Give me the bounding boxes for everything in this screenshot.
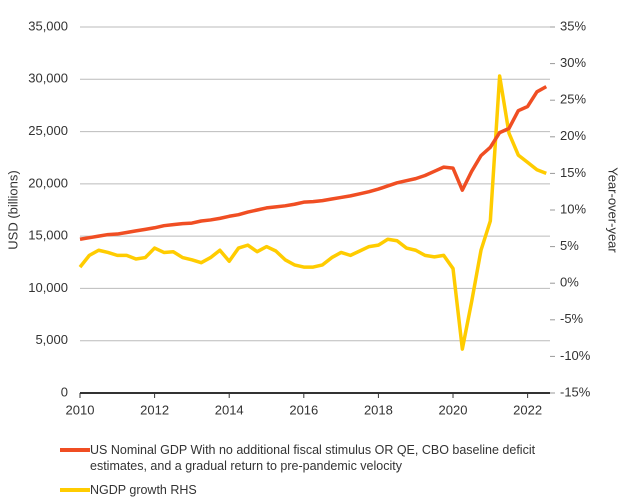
y-axis-label: USD (billions) (5, 170, 20, 249)
y2-axis-label: Year-over-year (606, 167, 621, 253)
y2-tick-label: 10% (560, 201, 586, 216)
x-tick-label: 2010 (66, 402, 95, 417)
data-line (79, 85, 548, 242)
x-tick-label: 2016 (289, 402, 318, 417)
legend-item: US Nominal GDP With no additional fiscal… (60, 442, 580, 474)
y-tick-label: 0 (61, 384, 68, 399)
y2-tick-label: 0% (560, 275, 579, 290)
x-tick-label: 2018 (364, 402, 393, 417)
y2-tick-label: 25% (560, 92, 586, 107)
y2-tick-label: 20% (560, 128, 586, 143)
y-tick-label: 25,000 (28, 123, 68, 138)
chart: USD (billions) Year-over-year 0 5,000 10,0… (5, 18, 621, 417)
y2-tick-label: 5% (560, 238, 579, 253)
legend-label: NGDP growth RHS (90, 483, 197, 497)
x-tick-label: 2012 (140, 402, 169, 417)
legend-label: US Nominal GDP With no additional fiscal… (90, 443, 536, 473)
legend: US Nominal GDP With no additional fiscal… (60, 442, 580, 503)
y-tick-label: 30,000 (28, 71, 68, 86)
x-tick-label: 2022 (513, 402, 542, 417)
y2-tick-label: -10% (560, 348, 591, 363)
legend-swatch (60, 488, 90, 492)
y2-tick-label: -15% (560, 384, 591, 399)
y2-tick-label: 35% (560, 18, 586, 33)
y-tick-label: 10,000 (28, 280, 68, 295)
y-tick-label: 20,000 (28, 175, 68, 190)
data-line (78, 74, 547, 351)
y-tick-label: 35,000 (28, 18, 68, 33)
legend-swatch (60, 448, 90, 452)
y-tick-label: 5,000 (35, 332, 68, 347)
x-tick-label: 2020 (439, 402, 468, 417)
y-tick-label: 15,000 (28, 228, 68, 243)
y2-tick-label: 15% (560, 165, 586, 180)
legend-item: NGDP growth RHS (60, 482, 580, 498)
y2-tick-label: -5% (560, 311, 584, 326)
y2-tick-label: 30% (560, 55, 586, 70)
x-tick-label: 2014 (215, 402, 244, 417)
